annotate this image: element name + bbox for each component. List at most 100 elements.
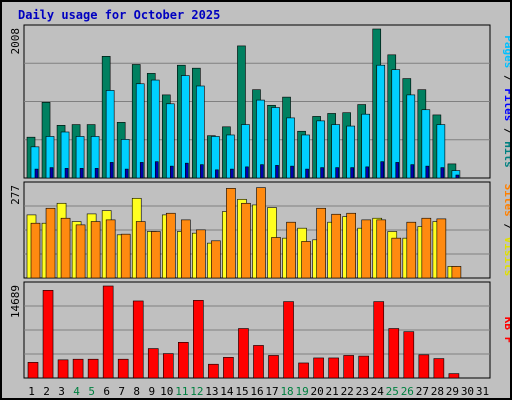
x-tick-label-21: 21 xyxy=(326,385,339,398)
bar-kbytes-day-1 xyxy=(27,362,39,379)
bar-pages-day-17 xyxy=(275,165,279,179)
x-tick-label-17: 17 xyxy=(265,385,278,398)
x-tick-label-22: 22 xyxy=(341,385,354,398)
bar-pages-day-1 xyxy=(34,168,39,179)
x-tick-label-12: 12 xyxy=(190,385,203,398)
x-tick-label-20: 20 xyxy=(311,385,324,398)
ymax-label-hits-files-pages: 2008 xyxy=(9,28,22,55)
bar-sites-day-29 xyxy=(451,266,462,279)
x-tick-label-10: 10 xyxy=(160,385,173,398)
x-tick-label-24: 24 xyxy=(371,385,385,398)
x-tick-label-27: 27 xyxy=(416,385,429,398)
bar-kbytes-day-29 xyxy=(448,373,460,379)
bar-pages-day-15 xyxy=(245,166,249,179)
ymax-label-kbytes: 14689 xyxy=(9,285,22,318)
bar-files-day-12 xyxy=(196,85,205,179)
bar-kbytes-day-24 xyxy=(373,301,385,379)
bar-kbytes-day-28 xyxy=(433,358,445,379)
bar-sites-day-6 xyxy=(105,219,116,279)
bar-sites-day-28 xyxy=(436,218,447,279)
bar-sites-day-11 xyxy=(181,219,191,279)
bar-pages-day-6 xyxy=(109,162,114,179)
bar-sites-day-4 xyxy=(75,224,86,279)
x-tick-label-1: 1 xyxy=(28,385,35,398)
bar-pages-day-8 xyxy=(139,162,144,179)
x-tick-label-13: 13 xyxy=(205,385,218,398)
bar-sites-day-13 xyxy=(211,240,221,279)
legend-kbytes-0: KB xyxy=(502,317,510,331)
x-tick-label-29: 29 xyxy=(446,385,459,398)
bar-kbytes-day-7 xyxy=(117,358,129,379)
bar-kbytes-day-11 xyxy=(178,341,189,379)
bar-sites-day-27 xyxy=(421,217,432,279)
bar-pages-day-27 xyxy=(425,165,430,179)
bar-kbytes-day-5 xyxy=(87,358,99,379)
bar-kbytes-day-23 xyxy=(358,355,370,379)
bar-sites-day-16 xyxy=(256,187,266,279)
x-tick-label-30: 30 xyxy=(461,385,474,398)
x-tick-label-6: 6 xyxy=(103,385,110,398)
legend-sites-visits-2: Visits xyxy=(502,230,510,276)
bar-pages-day-20 xyxy=(320,167,324,179)
bar-kbytes-day-17 xyxy=(268,355,279,379)
bar-pages-day-18 xyxy=(290,165,294,179)
x-tick-label-16: 16 xyxy=(250,385,263,398)
bar-pages-day-26 xyxy=(410,164,415,179)
bar-kbytes-day-21 xyxy=(328,357,339,379)
legend-kbytes: KB F xyxy=(502,317,510,344)
x-tick-label-15: 15 xyxy=(235,385,248,398)
legend-kbytes-1: F xyxy=(502,330,510,343)
bar-sites-day-10 xyxy=(165,212,176,279)
bar-sites-day-2 xyxy=(45,207,56,279)
bar-pages-day-11 xyxy=(185,162,189,179)
bar-pages-day-21 xyxy=(335,167,339,179)
bar-pages-day-10 xyxy=(169,165,174,179)
x-tick-label-18: 18 xyxy=(280,385,293,398)
x-tick-label-28: 28 xyxy=(431,385,444,398)
bar-sites-day-22 xyxy=(346,212,356,279)
x-tick-label-3: 3 xyxy=(58,385,65,398)
x-tick-label-5: 5 xyxy=(88,385,95,398)
bar-sites-day-17 xyxy=(271,237,281,279)
legend-sites-visits-0: Sites xyxy=(502,184,510,217)
bar-sites-day-15 xyxy=(241,202,251,279)
x-tick-label-19: 19 xyxy=(295,385,308,398)
legend-hits-files-pages-4: Hits xyxy=(502,135,510,168)
chart-title: Daily usage for October 2025 xyxy=(18,8,220,22)
bar-kbytes-day-27 xyxy=(418,354,430,379)
x-tick-label-26: 26 xyxy=(401,385,414,398)
bar-pages-day-23 xyxy=(365,166,370,179)
bar-kbytes-day-14 xyxy=(223,357,234,379)
legend-hits-files-pages-0: Pages xyxy=(502,35,510,68)
bar-kbytes-day-22 xyxy=(343,355,354,379)
bar-sites-day-1 xyxy=(30,222,41,279)
legend-hits-files-pages: Pages / Files / Hits xyxy=(502,35,510,168)
legend-hits-files-pages-3: / xyxy=(502,121,510,135)
bar-pages-day-24 xyxy=(380,161,385,179)
x-tick-label-4: 4 xyxy=(73,385,80,398)
bar-sites-day-24 xyxy=(376,219,387,279)
bar-sites-day-18 xyxy=(286,221,296,279)
bar-pages-day-29 xyxy=(455,174,460,179)
bar-sites-day-19 xyxy=(301,241,311,279)
bar-pages-day-25 xyxy=(395,162,400,179)
x-tick-label-9: 9 xyxy=(148,385,155,398)
bar-kbytes-day-13 xyxy=(208,363,219,379)
x-tick-label-2: 2 xyxy=(43,385,50,398)
bar-pages-day-28 xyxy=(440,167,445,179)
bar-sites-day-9 xyxy=(150,231,161,279)
bar-pages-day-5 xyxy=(94,168,99,179)
bar-pages-day-16 xyxy=(260,164,264,179)
bar-pages-day-3 xyxy=(64,168,69,179)
bar-kbytes-day-19 xyxy=(298,362,309,379)
x-tick-label-23: 23 xyxy=(356,385,369,398)
bar-kbytes-day-2 xyxy=(42,290,54,379)
ymax-label-sites-visits: 277 xyxy=(9,185,22,205)
bar-kbytes-day-4 xyxy=(72,358,84,379)
bar-pages-day-12 xyxy=(200,164,204,179)
legend-sites-visits: Sites / Visits xyxy=(502,184,510,277)
bar-kbytes-day-16 xyxy=(253,345,264,379)
bar-pages-day-22 xyxy=(350,167,354,179)
